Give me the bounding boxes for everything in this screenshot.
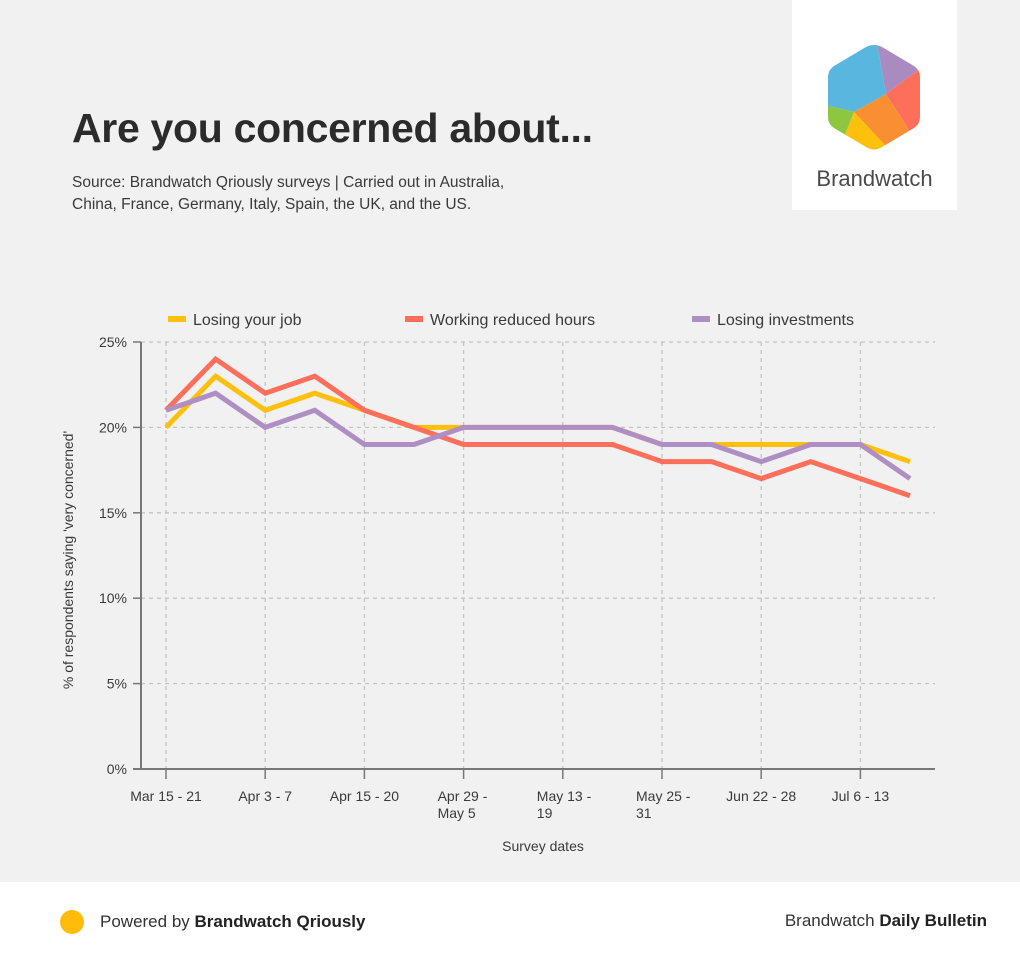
powered-by-text: Powered by Brandwatch Qriously — [100, 912, 365, 932]
x-tick-label-line: 31 — [636, 805, 652, 821]
x-tick-label-line: Mar 15 - 21 — [130, 788, 202, 804]
subtitle-line-1: Source: Brandwatch Qriously surveys | Ca… — [72, 174, 505, 191]
x-tick-label-line: May 25 - — [636, 788, 691, 804]
x-tick-label: Apr 3 - 7 — [238, 788, 292, 804]
y-tick-label: 15% — [99, 505, 127, 521]
line-chart: Losing your job Working reduced hours Losi… — [60, 312, 935, 854]
x-tick-label-line: Apr 29 - — [438, 788, 488, 804]
y-tick-label: 10% — [99, 590, 127, 606]
x-tick-label-line: 19 — [537, 805, 553, 821]
footer-dot-icon — [60, 910, 84, 934]
x-tick-label: May 13 -19 — [537, 788, 592, 821]
chart-axes: 0% 5% 10% 15% 20% 25% Mar 15 - 21 Apr 3 - 7 Apr … — [99, 334, 935, 821]
x-tick-label: Mar 15 - 21 — [130, 788, 202, 804]
x-tick-label-line: Apr 3 - 7 — [238, 788, 292, 804]
x-tick-label-line: May 13 - — [537, 788, 592, 804]
x-tick-label: Jun 22 - 28 — [726, 788, 796, 804]
legend-swatch — [405, 316, 423, 322]
brandwatch-logo-text: Brandwatch — [816, 166, 933, 191]
x-tick-label: Jul 6 - 13 — [832, 788, 890, 804]
chart-grid — [141, 341, 935, 769]
y-tick-label: 5% — [107, 676, 127, 692]
powered-by-prefix: Powered by — [100, 912, 195, 931]
x-axis-label: Survey dates — [502, 838, 584, 854]
series-line-working-reduced-hours — [164, 355, 911, 499]
y-tick-label: 20% — [99, 419, 127, 435]
legend-swatch — [168, 316, 186, 322]
legend-label: Working reduced hours — [430, 312, 595, 329]
legend-label: Losing investments — [717, 312, 854, 329]
bulletin-name: Daily Bulletin — [879, 911, 987, 930]
chart-legend: Losing your job Working reduced hours Losi… — [168, 312, 854, 329]
footer: Powered by Brandwatch Qriously Brandwatc… — [0, 882, 1020, 958]
legend-label: Losing your job — [193, 312, 302, 329]
y-tick-label: 0% — [107, 761, 127, 777]
x-tick-label-line: Jun 22 - 28 — [726, 788, 796, 804]
y-axis-label: % of respondents saying 'very concerned' — [60, 431, 76, 689]
series-line-losing-investments — [165, 390, 912, 481]
x-tick-label: Apr 15 - 20 — [330, 788, 399, 804]
x-tick-label: May 25 -31 — [636, 788, 691, 821]
chart-subtitle: Source: Brandwatch Qriously surveys | Ca… — [72, 172, 592, 216]
chart-series — [164, 355, 912, 499]
subtitle-line-2: China, France, Germany, Italy, Spain, th… — [72, 196, 472, 213]
x-tick-label-line: Jul 6 - 13 — [832, 788, 890, 804]
x-tick-label-line: May 5 — [438, 805, 476, 821]
legend-swatch — [692, 316, 710, 322]
y-tick-label: 25% — [99, 334, 127, 350]
powered-by-brand: Brandwatch Qriously — [194, 912, 366, 931]
daily-bulletin-text: Brandwatch Daily Bulletin — [785, 911, 987, 931]
x-tick-label-line: Apr 15 - 20 — [330, 788, 399, 804]
brandwatch-logo-card: Brandwatch — [792, 0, 957, 210]
bulletin-prefix: Brandwatch — [784, 911, 880, 930]
x-tick-label: Apr 29 -May 5 — [438, 788, 488, 821]
brandwatch-hexagon-logo-icon — [828, 45, 920, 150]
chart-title: Are you concerned about... — [72, 105, 593, 151]
